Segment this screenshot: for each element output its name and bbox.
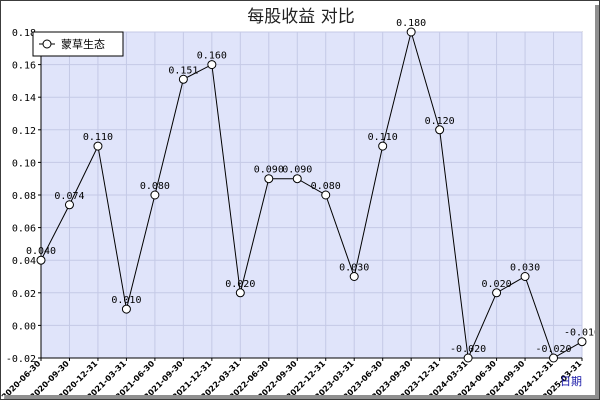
data-point: [406, 27, 416, 37]
data-point: [93, 141, 103, 151]
data-label: 0.040: [26, 246, 56, 257]
data-point: [435, 125, 445, 135]
data-point: [36, 255, 46, 265]
data-label: 0.080: [140, 181, 170, 192]
frame-shadow-right: [595, 5, 599, 399]
y-tick-label: 0.12: [12, 126, 36, 137]
data-point: [150, 190, 160, 200]
data-label: 0.030: [510, 263, 540, 274]
data-label: 0.090: [282, 165, 312, 176]
x-axis-corner-label: 日期: [560, 375, 582, 388]
series-group: 0.040 0.074 0.110 0.010 0.080 0.151 0.160 0.020…: [26, 18, 599, 363]
data-label: 0.020: [225, 279, 255, 290]
y-tick-label: 0.02: [12, 289, 36, 300]
data-point: [64, 200, 74, 210]
data-label: 0.010: [111, 295, 141, 306]
x-axis: 2020-06-302020-09-302020-12-312021-03-31…: [1, 357, 584, 399]
data-label: 0.151: [168, 65, 198, 76]
data-point: [549, 353, 559, 363]
data-label: 0.080: [311, 181, 341, 192]
data-label: 0.110: [368, 132, 398, 143]
y-tick-label: 0.10: [12, 158, 36, 169]
data-point: [178, 74, 188, 84]
data-label: 0.074: [54, 191, 84, 202]
data-label: -0.020: [535, 344, 571, 355]
data-point: [207, 60, 217, 70]
y-tick-label: 0.04: [12, 256, 36, 267]
data-label: 0.020: [482, 279, 512, 290]
data-label: 0.160: [197, 51, 227, 62]
legend: 蒙草生态: [32, 31, 124, 57]
data-point: [264, 174, 274, 184]
frame-shadow-bottom: [5, 395, 599, 399]
y-tick-label: 0.18: [12, 28, 36, 39]
data-label: 0.180: [396, 18, 426, 29]
y-tick-label: 0.14: [12, 93, 36, 104]
data-label: 0.120: [425, 116, 455, 127]
data-label: 0.110: [83, 132, 113, 143]
chart-title: 每股收益 对比: [247, 7, 354, 27]
data-point: [378, 141, 388, 151]
data-label: 0.090: [254, 165, 284, 176]
data-point: [492, 288, 502, 298]
data-point: [235, 288, 245, 298]
y-tick-label: 0.06: [12, 224, 36, 235]
y-tick-label: 0.16: [12, 61, 36, 72]
legend-entry: 蒙草生态: [61, 37, 105, 51]
data-point: [520, 272, 530, 281]
data-label: 0.030: [339, 263, 369, 274]
data-label: -0.010: [564, 328, 599, 339]
data-point: [321, 190, 331, 200]
y-axis: -0.02 0.00 0.02 0.04 0.06 0.08 0.10 0.12 0.14 0.1…: [6, 28, 42, 365]
y-tick-label: -0.02: [6, 354, 36, 365]
data-point: [121, 304, 131, 314]
data-point: [292, 174, 302, 184]
data-point: [577, 337, 587, 347]
y-tick-label: 0.08: [12, 191, 36, 202]
data-label: -0.020: [450, 344, 486, 355]
data-point: [463, 353, 473, 363]
data-point: [349, 272, 359, 281]
legend-marker: [42, 39, 52, 49]
series-line: [40, 30, 583, 360]
y-tick-label: 0.00: [12, 321, 36, 332]
